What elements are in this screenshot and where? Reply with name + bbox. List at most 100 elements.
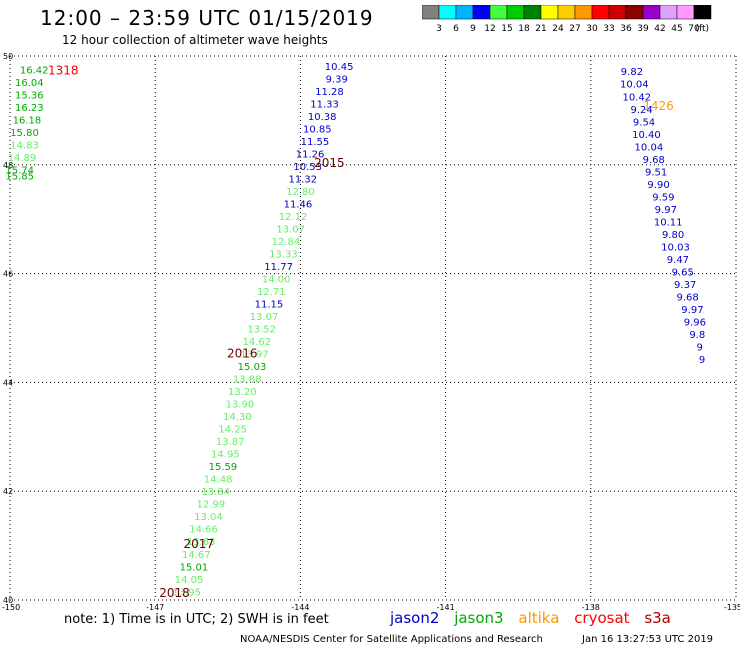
wave-height-point: 13.95 xyxy=(172,587,201,598)
colorbar-label: 30 xyxy=(586,24,598,34)
pass-time-label: 1318 xyxy=(48,64,79,78)
wave-height-point: 9.65 xyxy=(672,267,694,278)
wave-height-point: 16.23 xyxy=(15,103,44,114)
wave-height-point: 15.85 xyxy=(5,172,34,183)
colorbar-label: 36 xyxy=(620,24,632,34)
wave-height-point: 13.63 xyxy=(187,537,216,548)
legend-cryosat: cryosat xyxy=(574,609,630,627)
y-tick-label: 40 xyxy=(3,596,13,605)
x-tick-label: -138 xyxy=(582,603,600,612)
wave-height-point: 9.97 xyxy=(655,205,677,216)
wave-height-point: 10.38 xyxy=(308,112,337,123)
wave-height-point: 12.12 xyxy=(279,212,308,223)
wave-height-point: 15.80 xyxy=(10,128,39,139)
wave-height-point: 16.42 xyxy=(20,66,49,77)
y-tick-label: 42 xyxy=(3,487,13,496)
pass-time-label: 2016 xyxy=(227,346,258,360)
wave-height-point: 15.36 xyxy=(15,91,44,102)
wave-height-point: 11.46 xyxy=(284,199,313,210)
wave-height-point: 9.97 xyxy=(681,305,703,316)
colorbar-label: 45 xyxy=(671,24,682,34)
wave-height-point: 11.77 xyxy=(264,262,293,273)
wave-height-point: 15.59 xyxy=(209,462,238,473)
colorbar-label: 15 xyxy=(501,24,512,34)
wave-height-point: 13.84 xyxy=(201,487,230,498)
wave-height-point: 13.04 xyxy=(194,512,223,523)
wave-height-point: 13.07 xyxy=(250,312,279,323)
colorbar-unit: (ft) xyxy=(695,24,709,34)
wave-height-point: 9.37 xyxy=(674,280,696,291)
wave-height-point: 12.80 xyxy=(286,187,315,198)
colorbar-label: 24 xyxy=(552,24,564,34)
wave-height-point: 14.66 xyxy=(189,525,218,536)
colorbar-swatch xyxy=(693,5,712,20)
wave-height-point: 14.00 xyxy=(262,274,291,285)
credit-line: NOAA/NESDIS Center for Satellite Applica… xyxy=(240,634,543,645)
y-tick-label: 50 xyxy=(3,52,13,61)
wave-height-point: 16.18 xyxy=(13,116,42,127)
wave-height-point: 14.95 xyxy=(211,450,240,461)
wave-height-point: 9.39 xyxy=(326,74,348,85)
wave-height-point: 11.15 xyxy=(255,300,284,311)
wave-height-point: 14.05 xyxy=(175,575,204,586)
wave-height-point: 10.03 xyxy=(661,242,690,253)
wave-height-point: 10.42 xyxy=(622,92,651,103)
wave-height-point: 12.71 xyxy=(257,287,286,298)
x-tick-label: -135 xyxy=(724,603,740,612)
legend-jason3: jason3 xyxy=(454,609,504,627)
wave-height-point: 13.20 xyxy=(228,387,257,398)
wave-height-point: 10.04 xyxy=(635,142,664,153)
chart-subtitle: 12 hour collection of altimeter wave hei… xyxy=(62,33,328,47)
wave-height-point: 13.52 xyxy=(247,325,276,336)
wave-height-point: 10.53 xyxy=(293,162,322,173)
wave-height-point: 9.8 xyxy=(689,330,705,341)
x-tick-label: -141 xyxy=(437,603,455,612)
wave-height-point: 16.04 xyxy=(15,78,44,89)
y-tick-label: 46 xyxy=(3,270,13,279)
y-tick-label: 48 xyxy=(3,161,13,170)
wave-height-point: 9.68 xyxy=(676,292,698,303)
wave-height-point: 14.67 xyxy=(182,550,211,561)
pass-time-label: 2017 xyxy=(183,537,214,551)
wave-height-point: 11.55 xyxy=(301,137,330,148)
wave-height-point: 13.87 xyxy=(216,437,245,448)
colorbar-label: 21 xyxy=(535,24,546,34)
wave-height-point: 9.54 xyxy=(633,117,655,128)
legend-altika: altika xyxy=(518,609,560,627)
wave-height-point: 9.68 xyxy=(643,155,665,166)
wave-height-point: 11.26 xyxy=(296,149,325,160)
pass-time-label: 2015 xyxy=(314,156,345,170)
colorbar-label: 12 xyxy=(484,24,495,34)
colorbar-label: 33 xyxy=(603,24,614,34)
colorbar-label: 6 xyxy=(453,24,459,34)
wave-height-point: 13.07 xyxy=(276,224,305,235)
wave-height-point: 10.04 xyxy=(620,80,649,91)
wave-height-point: 9.47 xyxy=(667,255,689,266)
wave-height-point: 9 xyxy=(697,342,703,353)
wave-height-point: 9 xyxy=(699,355,705,366)
wave-height-point: 14.83 xyxy=(10,141,39,152)
wave-height-point: 9.80 xyxy=(662,230,684,241)
wave-height-point: 15.01 xyxy=(180,562,209,573)
wave-height-point: 12.99 xyxy=(197,500,226,511)
wave-height-point: 10.45 xyxy=(325,62,354,73)
wave-height-point: 10.40 xyxy=(632,130,661,141)
wave-height-point: 12.84 xyxy=(272,237,301,248)
wave-height-point: 9.24 xyxy=(630,105,652,116)
wave-height-point: 15.03 xyxy=(238,362,267,373)
pass-time-label: 1426 xyxy=(643,99,674,113)
colorbar-label: 70 xyxy=(688,24,700,34)
wave-height-point: 14.89 xyxy=(8,153,37,164)
wave-height-point: 11.32 xyxy=(288,174,317,185)
wave-height-point: 13.33 xyxy=(269,249,298,260)
wave-height-point: 11.28 xyxy=(315,87,344,98)
colorbar-label: 39 xyxy=(637,24,649,34)
wave-height-point: 15.74 xyxy=(5,166,34,177)
wave-height-point: 9.90 xyxy=(647,180,669,191)
altimeter-map-plot: -150 -147 -144 -141 -138 -135 40 42 44 46 48 50 16.4… xyxy=(2,52,740,612)
wave-height-point: 13.90 xyxy=(226,400,255,411)
generation-timestamp: Jan 16 13:27:53 UTC 2019 xyxy=(582,634,714,645)
x-tick-label: -144 xyxy=(291,603,309,612)
legend-s3a: s3a xyxy=(644,609,671,627)
wave-height-point: 13.97 xyxy=(240,350,269,361)
